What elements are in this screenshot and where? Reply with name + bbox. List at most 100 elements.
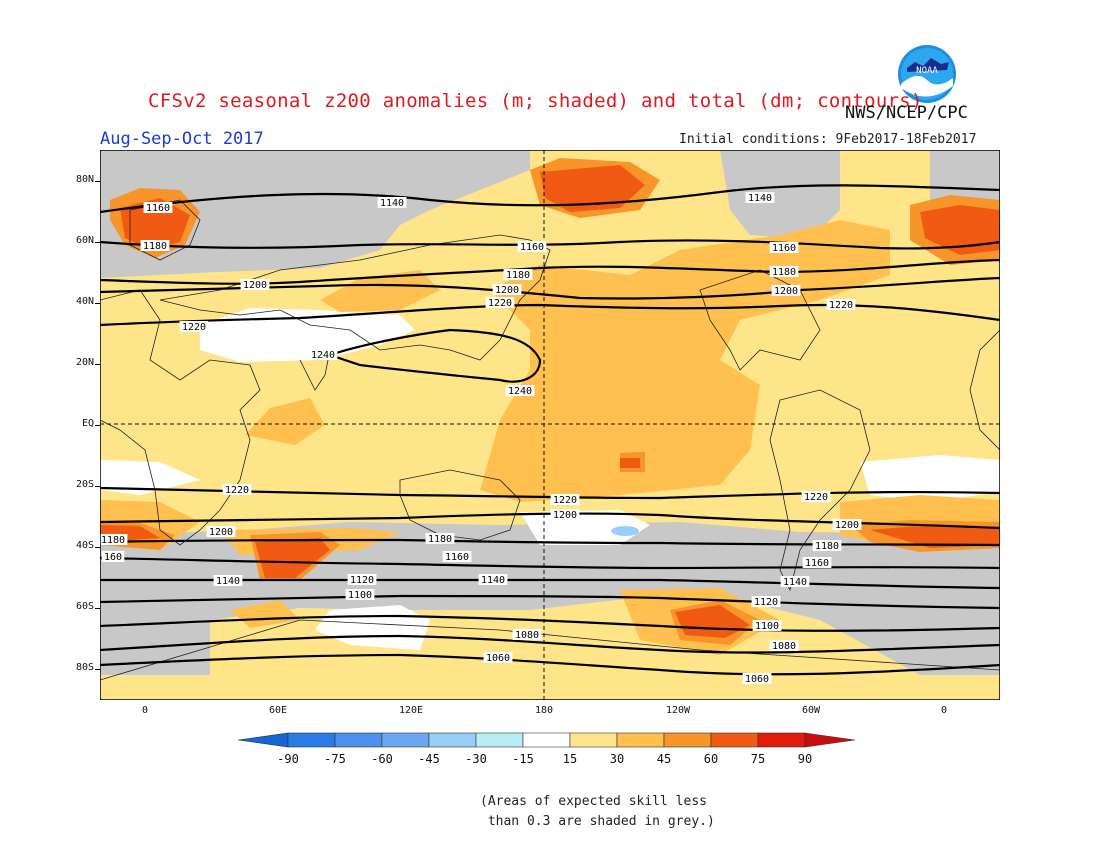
latitude-tick (95, 608, 100, 609)
contour-label: 1220 (804, 492, 828, 503)
longitude-label: 60E (268, 705, 288, 716)
colorbar-label: -15 (512, 752, 534, 766)
colorbar-label: 45 (657, 752, 671, 766)
contour-label-bg (483, 652, 513, 663)
chart-title: CFSv2 seasonal z200 anomalies (m; shaded… (148, 90, 923, 112)
latitude-tick (95, 303, 100, 304)
anomaly-negative-region (611, 526, 639, 536)
contour-label: 1220 (829, 300, 853, 311)
colorbar-swatch (428, 732, 477, 748)
colorbar-swatch (522, 732, 571, 748)
contour-label-bg (512, 629, 542, 640)
colorbar-swatch (710, 732, 759, 748)
contour-label-bg (503, 269, 533, 280)
contour-label-bg (308, 349, 338, 360)
colorbar-swatch (663, 732, 712, 748)
contour-label: 1200 (209, 527, 233, 538)
colorbar-label: 30 (610, 752, 624, 766)
latitude-label: 40S (75, 540, 94, 551)
colorbar-swatch (616, 732, 665, 748)
colorbar-swatch (757, 732, 806, 748)
latitude-label: 80S (75, 662, 94, 673)
anomaly-map: 1140 1140 1160 1160 1160 1180 1180 1180 1200 1200… (100, 150, 1000, 700)
contour-label-bg (826, 299, 856, 310)
contour-label-bg (240, 279, 270, 290)
contour-label: 1160 (805, 558, 829, 569)
colorbar-label: -60 (371, 752, 393, 766)
colorbar-label: 15 (563, 752, 577, 766)
contour-label: 1180 (101, 535, 125, 546)
contour-label: 1120 (754, 597, 778, 608)
contour-label-bg (550, 509, 580, 520)
contour-label-bg (222, 484, 252, 495)
contour-1080 (100, 634, 1000, 654)
noaa-logo: NOAA (897, 44, 957, 104)
contour-label-bg (101, 551, 125, 562)
colorbar-label: -75 (324, 752, 346, 766)
contour-1140 (100, 184, 1000, 214)
contour-label-bg (751, 596, 781, 607)
contour-1060 (100, 653, 1000, 676)
colorbar-swatch (381, 732, 430, 748)
contour-label-bg (801, 491, 831, 502)
contour-label: 1220 (488, 298, 512, 309)
latitude-label: 80N (75, 174, 94, 185)
contour-label: 1100 (348, 590, 372, 601)
latitude-tick (95, 547, 100, 548)
contour-label: 1200 (835, 520, 859, 531)
contour-label-bg (442, 551, 472, 562)
contour-label-bg (179, 321, 209, 332)
contour-labels: 1140 1140 1160 1160 1160 1180 1180 1180 1200 1200… (100, 192, 862, 685)
contour-label: 1180 (143, 241, 167, 252)
contour-label: 1080 (772, 641, 796, 652)
contour-label: 160 (104, 552, 122, 563)
contour-label: 1200 (553, 510, 577, 521)
latitude-tick (95, 181, 100, 182)
contour-label: 1120 (350, 575, 374, 586)
latitude-label: 40N (75, 296, 94, 307)
contour-label: 1060 (486, 653, 510, 664)
contour-label-bg (550, 494, 580, 505)
colorbar-swatch (238, 732, 289, 748)
contour-label: 1200 (774, 286, 798, 297)
contour-1140-south (100, 578, 1000, 590)
longitude-label: 0 (940, 705, 948, 716)
colorbar-label: -30 (465, 752, 487, 766)
contour-label-bg (213, 575, 243, 586)
contour-label: 1140 (748, 193, 772, 204)
contour-label: 1180 (815, 541, 839, 552)
colorbar-label: 75 (751, 752, 765, 766)
contour-label: 1240 (311, 350, 335, 361)
colorbar-swatch (804, 732, 856, 748)
contour-label-bg (206, 526, 236, 537)
latitude-tick (95, 425, 100, 426)
contour-label: 1180 (428, 534, 452, 545)
contour-label-bg (771, 285, 801, 296)
latitude-tick (95, 486, 100, 487)
contour-label: 1060 (745, 674, 769, 685)
contour-label: 1080 (515, 630, 539, 641)
contour-label-bg (780, 576, 810, 587)
colorbar-label: -90 (277, 752, 299, 766)
contour-label: 1160 (146, 203, 170, 214)
contour-label: 1200 (243, 280, 267, 291)
contour-label: 1140 (783, 577, 807, 588)
contour-1180 (100, 258, 1000, 285)
contour-label: 1100 (755, 621, 779, 632)
agency-label: NWS/NCEP/CPC (845, 103, 968, 123)
latitude-label: EQ (81, 418, 94, 429)
contour-label: 1200 (495, 285, 519, 296)
contour-label-bg (345, 589, 375, 600)
contour-label: 1160 (445, 552, 469, 563)
contour-label-bg (505, 385, 535, 396)
latitude-label: 60N (75, 235, 94, 246)
contour-label: 1180 (506, 270, 530, 281)
contour-label-bg (347, 574, 377, 585)
contour-label-bg (745, 192, 775, 203)
forecast-period: Aug-Sep-Oct 2017 (100, 129, 264, 149)
colorbar-swatch (334, 732, 383, 748)
latitude-label: 20N (75, 357, 94, 368)
contour-label-bg (377, 197, 407, 208)
contour-label: 1220 (553, 495, 577, 506)
contour-label-bg (742, 673, 772, 684)
